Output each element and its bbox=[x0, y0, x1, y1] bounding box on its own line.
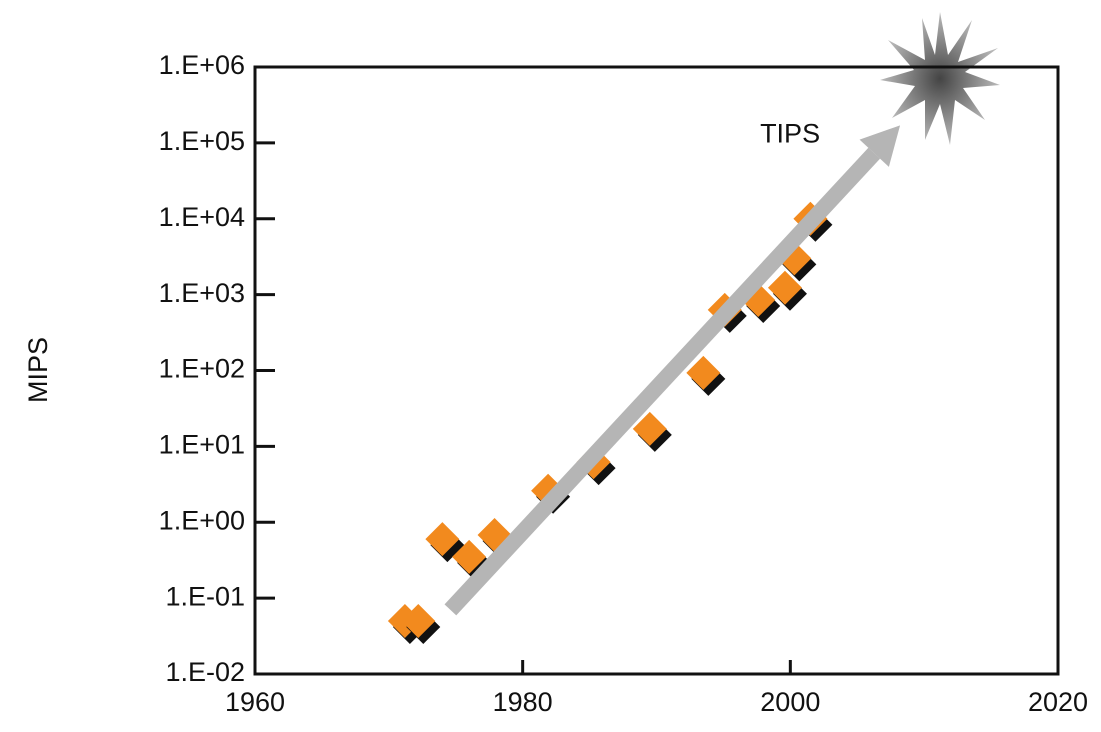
y-tick-label: 1.E-01 bbox=[165, 581, 245, 611]
y-tick-label: 1.E+02 bbox=[159, 354, 245, 384]
starburst bbox=[880, 12, 1000, 145]
chart: MIPS 1.E-02 1.E-01 1.E+00 1.E+01 1.E+02 1.E+0… bbox=[0, 0, 1101, 732]
y-tick-label: 1.E+06 bbox=[159, 50, 245, 80]
x-tick-label: 2020 bbox=[1028, 687, 1088, 717]
y-tick-label: 1.E-02 bbox=[165, 657, 245, 687]
trend-label: TIPS bbox=[760, 119, 820, 149]
trend-arrow bbox=[450, 153, 874, 610]
x-tick-label: 1980 bbox=[493, 687, 553, 717]
y-tick-label: 1.E+00 bbox=[159, 505, 245, 535]
y-tick-label: 1.E+04 bbox=[159, 202, 245, 232]
x-tick-label: 1960 bbox=[225, 687, 285, 717]
y-tick-label: 1.E+01 bbox=[159, 430, 245, 460]
y-tick-label: 1.E+05 bbox=[159, 126, 245, 156]
y-axis-label: MIPS bbox=[23, 337, 53, 403]
plot-frame bbox=[255, 67, 1058, 674]
y-tick-label: 1.E+03 bbox=[159, 278, 245, 308]
x-tick-label: 2000 bbox=[760, 687, 820, 717]
